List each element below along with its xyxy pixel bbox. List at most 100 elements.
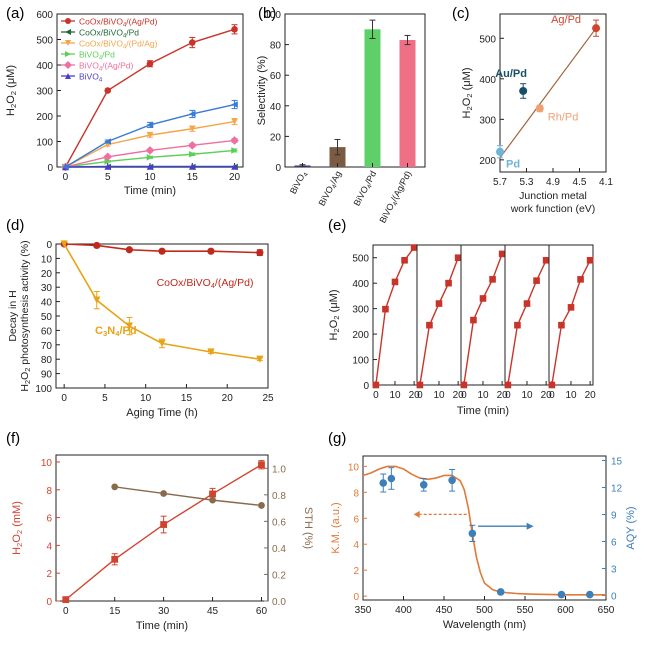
f-y2tick-label: 0.0 <box>272 597 286 608</box>
a-legend-label-part: /(Ag/Pd) <box>102 61 133 71</box>
a-point <box>104 158 112 165</box>
a-legend-label-part: BiVO <box>79 72 99 82</box>
panel-label-b: (b) <box>258 5 276 22</box>
c-fit-line <box>499 27 597 159</box>
d-series-label-1: CoOx/BiVO4/(Ag/Pd) <box>157 277 254 290</box>
d-series-label-2: C3N4/Pd <box>95 325 137 338</box>
f-ytick-label: 6 <box>46 514 52 525</box>
c-xtick-label: 4.1 <box>599 177 613 188</box>
g-aqy-point <box>387 474 396 483</box>
g-arrow-right-head <box>526 522 534 530</box>
f-ytick-label: 2 <box>46 569 52 580</box>
d-series-label-1-part: /(Ag/Pd) <box>215 277 254 289</box>
g-y2tick-label: 6 <box>611 538 617 549</box>
g-arrow-left-head <box>413 510 420 518</box>
d-series-label-2-part: C <box>95 325 103 337</box>
a-ytick-label: 0 <box>47 163 53 174</box>
a-point <box>146 163 154 170</box>
a-point <box>187 141 197 150</box>
a-legend-marker <box>65 73 71 79</box>
b-category-label-part: 4 <box>330 183 338 190</box>
a-legend-marker <box>65 40 71 46</box>
d-ylabel-line2-part: 2 <box>23 380 32 384</box>
g-aqy-point <box>448 476 456 485</box>
b-category-label-part: /Ag <box>328 169 343 186</box>
e-ytick-label: 100 <box>352 356 369 367</box>
a-ylabel-part: (μM) <box>5 65 17 91</box>
e-point <box>470 316 477 324</box>
c-point-label: Ag/Pd <box>551 14 581 26</box>
g-xtick-label: 600 <box>557 605 574 616</box>
f-xtick-label: 45 <box>207 606 219 617</box>
g-ytick-label: 6 <box>353 514 359 525</box>
d-ytick-label: 10 <box>41 254 53 265</box>
c-point <box>535 104 544 113</box>
f-xtick-label: 15 <box>109 606 121 617</box>
g-xtick-label: 400 <box>395 605 412 616</box>
d-ytick-label: 20 <box>41 269 53 280</box>
f-ylabel: H2O2 (mM) <box>11 501 24 555</box>
a-point <box>230 136 239 145</box>
panel-label-c: (c) <box>452 5 470 22</box>
e-ylabel-part: H <box>328 332 340 340</box>
panel-label-e: (e) <box>328 217 346 234</box>
e-xtick-label: 10 <box>521 390 533 401</box>
e-xtick-label: 0 <box>417 390 423 401</box>
a-point <box>104 87 112 94</box>
e-point <box>567 304 575 311</box>
g-ytick-label: 2 <box>353 566 359 577</box>
a-legend-label-part: /(Ag/Pd) <box>126 17 157 27</box>
d-series-line <box>63 243 260 360</box>
f-y2label: STH (%) <box>302 507 314 549</box>
a-ylabel: H2O2 (μM) <box>5 65 18 116</box>
c-xtick-label: 5.3 <box>520 177 534 188</box>
b-bar <box>329 147 346 167</box>
f-ytick-label: 10 <box>41 458 53 469</box>
f-point <box>258 461 265 469</box>
d-ytick-label: 60 <box>41 326 53 337</box>
f-y2tick-label: 0.6 <box>272 517 286 528</box>
d-ylabel-line2: H2O2 photosynthesis activity (%) <box>19 240 32 391</box>
a-ylabel-part: 2 <box>9 104 18 108</box>
e-point <box>426 321 433 329</box>
d-point <box>207 348 215 356</box>
e-xtick-label: 20 <box>497 390 509 401</box>
c-point <box>519 86 528 95</box>
e-ylabel-part: 2 <box>332 328 341 332</box>
a-legend-label-part: /Pd <box>102 50 115 60</box>
e-xtick-label: 20 <box>541 390 553 401</box>
b-category-label-part: 4 <box>365 183 373 190</box>
e-point <box>445 279 452 287</box>
d-point <box>60 240 68 248</box>
f-y2tick-label: 1.0 <box>272 464 286 475</box>
a-point <box>231 101 238 108</box>
f-ytick-label: 8 <box>46 486 52 497</box>
d-point <box>93 296 101 304</box>
f-series-line <box>114 486 262 507</box>
d-point <box>256 355 264 363</box>
a-legend-label: BiVO4/Pd <box>79 50 115 62</box>
d-point <box>158 339 166 347</box>
a-point <box>188 125 196 133</box>
a-ylabel-part: 2 <box>9 91 18 95</box>
d-ytick-label: 90 <box>41 370 53 381</box>
g-y2tick-label: 0 <box>611 592 617 603</box>
a-point <box>146 121 154 129</box>
a-legend-label-part: 4 <box>123 33 127 39</box>
g-ytick-label: 4 <box>353 540 359 551</box>
b-ylabel: Selectivity (%) <box>256 56 268 126</box>
e-xtick-label: 20 <box>409 390 421 401</box>
d-ytick-label: 100 <box>35 384 52 395</box>
e-point <box>416 381 424 389</box>
c-ytick-label: 300 <box>479 115 496 126</box>
d-ylabel-line1: Decay in H <box>7 290 19 341</box>
d-ylabel-line2-part: O <box>19 372 31 380</box>
g-xtick-label: 550 <box>517 605 534 616</box>
b-ytick-label: 60 <box>270 71 282 82</box>
d-xtick-label: 15 <box>181 393 193 404</box>
f-point <box>209 490 216 498</box>
e-cycle-line <box>507 259 547 386</box>
d-point <box>256 249 264 257</box>
a-legend-label-part: 4 <box>99 66 103 72</box>
c-ytick-label: 200 <box>479 156 496 167</box>
